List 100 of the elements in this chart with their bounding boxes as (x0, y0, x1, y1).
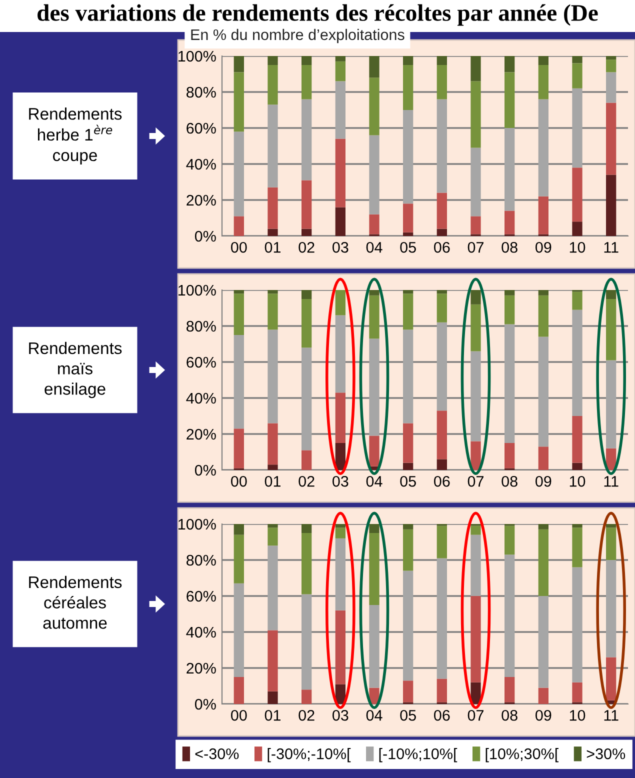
bar (436, 558, 447, 679)
bar (572, 168, 582, 222)
x-tick-label: 03 (332, 242, 348, 253)
bar (606, 560, 616, 658)
bar (538, 446, 548, 470)
bar (335, 207, 346, 236)
bar (369, 338, 380, 436)
bar (369, 524, 380, 533)
x-tick-label: 00 (231, 710, 247, 721)
bar (538, 688, 548, 704)
bar (403, 110, 414, 204)
bar (335, 528, 346, 538)
y-tick-label: 80% (186, 320, 216, 332)
x-tick-label: 02 (298, 242, 314, 253)
bar (572, 222, 582, 236)
bar (369, 135, 380, 214)
chart-title: des variations de rendements des récoltes par année (De (38, 4, 598, 26)
bar (234, 335, 244, 429)
bar (268, 228, 278, 236)
bar (335, 538, 346, 610)
bar (538, 529, 548, 596)
bar (369, 290, 380, 296)
bar (302, 299, 312, 348)
bar (234, 294, 244, 335)
bar (436, 290, 447, 294)
bar (234, 583, 244, 677)
bar (436, 56, 447, 65)
bar (268, 524, 278, 528)
bar (403, 524, 414, 530)
bar (436, 410, 447, 460)
bar (470, 441, 481, 470)
bar (606, 528, 616, 560)
bar (470, 596, 481, 682)
bar (403, 56, 414, 65)
bar (470, 290, 481, 304)
bar (606, 360, 616, 448)
x-tick-label: 06 (434, 710, 450, 721)
bar (504, 526, 515, 555)
bar (504, 324, 515, 443)
x-tick-label: 07 (468, 476, 484, 487)
bar (369, 78, 380, 136)
x-tick-label: 11 (604, 242, 618, 253)
bar (606, 72, 616, 103)
bar (436, 294, 447, 322)
bar (234, 534, 244, 584)
bar (470, 148, 481, 216)
bar (606, 657, 616, 700)
y-tick-label: 20% (186, 194, 216, 206)
x-tick-label: 00 (231, 242, 247, 253)
bar (335, 81, 346, 139)
bar (268, 630, 278, 692)
bar (572, 567, 582, 682)
bar (504, 72, 515, 128)
bar (302, 348, 312, 450)
bar (538, 196, 548, 234)
y-tick-label: 0% (194, 464, 216, 476)
chart-subtitle: En % du nombre d’exploitations (191, 28, 404, 44)
legend-label: [-10%;10%[ (379, 748, 458, 762)
bar (268, 290, 278, 294)
bar (572, 524, 582, 528)
bar (302, 290, 312, 299)
bar (268, 546, 278, 630)
y-axis-title: Rendements maïs ensilage (29, 342, 122, 398)
bar (234, 524, 244, 535)
bar (403, 462, 414, 470)
y-tick-label: 60% (186, 590, 216, 602)
y-axis-title: Rendements céréales automne (29, 576, 122, 629)
x-tick-label: 01 (264, 476, 280, 487)
bar (538, 295, 548, 337)
x-tick-label: 07 (468, 242, 484, 253)
bar (403, 680, 414, 702)
x-tick-label: 10 (570, 710, 586, 721)
bar (268, 104, 278, 188)
bar (572, 528, 582, 568)
x-tick-label: 00 (231, 476, 247, 487)
bar (572, 416, 582, 463)
y-tick-label: 60% (186, 122, 216, 134)
bar (504, 290, 515, 296)
y-tick-label: 0% (194, 230, 216, 242)
x-tick-label: 03 (332, 476, 348, 487)
bar (369, 605, 380, 688)
bar (470, 526, 481, 535)
bar (234, 290, 244, 294)
bar (268, 423, 278, 465)
bar (302, 450, 312, 470)
bar (234, 72, 244, 132)
bar (369, 533, 380, 605)
bar (470, 351, 481, 442)
bar (504, 554, 515, 677)
bar (403, 330, 414, 424)
bar (572, 56, 582, 64)
x-tick-label: 02 (298, 710, 314, 721)
y-tick-label: 100% (178, 284, 216, 296)
bar (606, 524, 616, 528)
bar (538, 56, 548, 65)
bar (606, 299, 616, 360)
bar (234, 677, 244, 704)
text: Rendements herbe 1$^{ère}$ coupe (29, 108, 122, 164)
bar (403, 65, 414, 110)
bar (234, 428, 244, 468)
